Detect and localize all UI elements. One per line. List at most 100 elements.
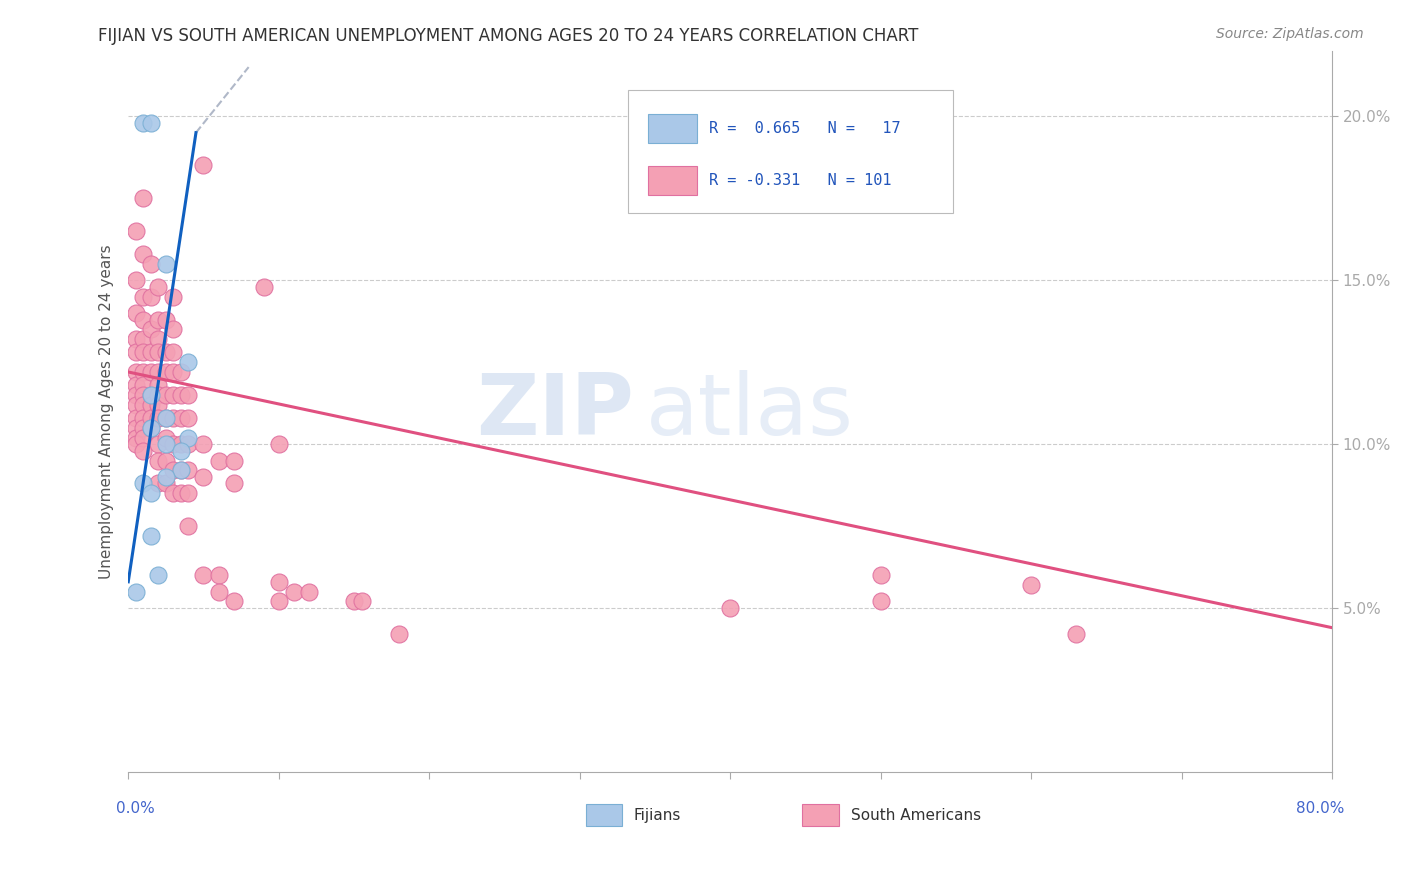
Point bbox=[132, 345, 155, 359]
Bar bbox=[648, 114, 696, 143]
Point bbox=[139, 529, 162, 543]
Point bbox=[148, 453, 170, 467]
Point bbox=[193, 568, 215, 582]
Point bbox=[155, 388, 177, 402]
Point bbox=[155, 365, 177, 379]
Point bbox=[148, 332, 170, 346]
Point bbox=[148, 345, 170, 359]
Point bbox=[132, 431, 155, 445]
Point bbox=[162, 486, 184, 500]
Point bbox=[267, 574, 290, 589]
Point bbox=[139, 486, 162, 500]
Bar bbox=[803, 805, 838, 826]
Bar bbox=[648, 166, 696, 195]
Point bbox=[170, 410, 193, 425]
Point bbox=[162, 463, 184, 477]
Point bbox=[177, 431, 200, 445]
Point bbox=[125, 345, 148, 359]
Point bbox=[155, 257, 177, 271]
Point bbox=[222, 594, 245, 608]
Point bbox=[170, 388, 193, 402]
Point bbox=[132, 476, 155, 491]
Point bbox=[388, 627, 411, 641]
Point bbox=[132, 191, 155, 205]
Point bbox=[350, 594, 373, 608]
Point bbox=[170, 463, 193, 477]
Point bbox=[125, 410, 148, 425]
Text: South Americans: South Americans bbox=[851, 808, 981, 822]
Point bbox=[125, 437, 148, 451]
Point bbox=[148, 410, 170, 425]
Point bbox=[132, 388, 155, 402]
Point bbox=[125, 365, 148, 379]
Point bbox=[132, 312, 155, 326]
Point bbox=[139, 345, 162, 359]
Point bbox=[125, 224, 148, 238]
Point bbox=[132, 116, 155, 130]
Point bbox=[139, 257, 162, 271]
FancyBboxPatch shape bbox=[628, 90, 953, 213]
Point bbox=[170, 443, 193, 458]
Point bbox=[132, 410, 155, 425]
Point bbox=[155, 470, 177, 484]
Point bbox=[139, 410, 162, 425]
Bar bbox=[586, 805, 621, 826]
Point bbox=[170, 463, 193, 477]
Point bbox=[869, 594, 891, 608]
Point bbox=[132, 365, 155, 379]
Point bbox=[125, 306, 148, 320]
Point bbox=[193, 437, 215, 451]
Point bbox=[125, 431, 148, 445]
Point bbox=[343, 594, 366, 608]
Point bbox=[162, 437, 184, 451]
Point bbox=[177, 463, 200, 477]
Point bbox=[148, 476, 170, 491]
Point bbox=[125, 273, 148, 287]
Point bbox=[170, 437, 193, 451]
Point bbox=[125, 421, 148, 435]
Point bbox=[162, 388, 184, 402]
Point bbox=[193, 470, 215, 484]
Point bbox=[148, 388, 170, 402]
Point bbox=[148, 568, 170, 582]
Point bbox=[155, 410, 177, 425]
Point bbox=[132, 398, 155, 412]
Point bbox=[125, 378, 148, 392]
Point bbox=[139, 388, 162, 402]
Point bbox=[253, 279, 276, 293]
Point bbox=[132, 289, 155, 303]
Point bbox=[155, 410, 177, 425]
Point bbox=[132, 443, 155, 458]
Point bbox=[132, 247, 155, 261]
Text: ZIP: ZIP bbox=[477, 370, 634, 453]
Point bbox=[148, 398, 170, 412]
Point bbox=[193, 158, 215, 172]
Point bbox=[139, 421, 162, 435]
Point bbox=[162, 410, 184, 425]
Point bbox=[162, 345, 184, 359]
Point bbox=[132, 421, 155, 435]
Point bbox=[177, 519, 200, 533]
Point bbox=[148, 365, 170, 379]
Text: atlas: atlas bbox=[645, 370, 853, 453]
Point bbox=[155, 312, 177, 326]
Point bbox=[718, 601, 741, 615]
Point bbox=[148, 279, 170, 293]
Point bbox=[139, 116, 162, 130]
Point bbox=[222, 453, 245, 467]
Point bbox=[207, 584, 229, 599]
Point bbox=[162, 322, 184, 336]
Point bbox=[139, 388, 162, 402]
Point bbox=[139, 421, 162, 435]
Point bbox=[177, 437, 200, 451]
Point bbox=[162, 365, 184, 379]
Point bbox=[177, 410, 200, 425]
Point bbox=[267, 437, 290, 451]
Point bbox=[155, 437, 177, 451]
Text: R = -0.331   N = 101: R = -0.331 N = 101 bbox=[709, 173, 891, 188]
Point bbox=[267, 594, 290, 608]
Text: R =  0.665   N =   17: R = 0.665 N = 17 bbox=[709, 121, 900, 136]
Point bbox=[177, 388, 200, 402]
Text: 80.0%: 80.0% bbox=[1296, 801, 1344, 816]
Text: Source: ZipAtlas.com: Source: ZipAtlas.com bbox=[1216, 27, 1364, 41]
